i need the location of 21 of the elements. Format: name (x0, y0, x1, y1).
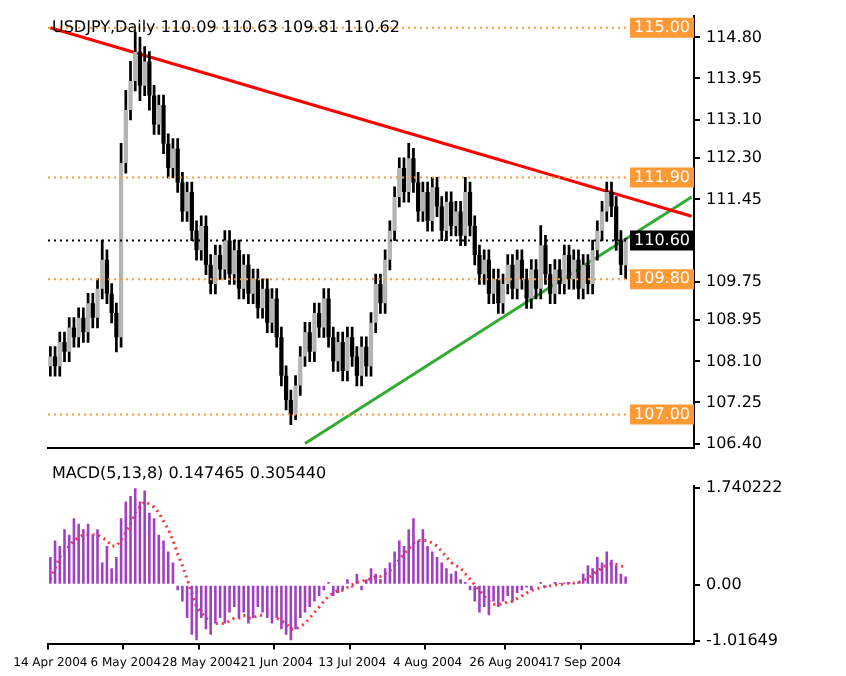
y-tick-label: -1.01649 (706, 631, 778, 650)
y-tick-label: 112.30 (706, 148, 762, 167)
y-tick-label: 106.40 (706, 433, 762, 452)
y-tick-label: 107.25 (706, 392, 762, 411)
y-tick-label: 1.740222 (706, 478, 783, 497)
ref-line-label: 115.00 (634, 17, 691, 36)
ref-line-label: 111.90 (634, 167, 691, 186)
y-tick-label: 114.80 (706, 27, 762, 46)
line-series (48, 500, 628, 631)
y-tick-label: 108.95 (706, 310, 762, 329)
y-tick-label: 108.10 (706, 351, 762, 370)
y-tick-label: 113.10 (706, 109, 762, 128)
y-tick-label: 111.45 (706, 189, 762, 208)
ref-line-label: 110.60 (634, 230, 691, 249)
ref-line-label: 109.80 (634, 269, 691, 288)
ref-line-label: 107.00 (634, 404, 691, 423)
y-tick-label: 0.00 (706, 574, 742, 593)
y-tick-label: 109.75 (706, 271, 762, 290)
chart-title: MACD(5,13,8) 0.147465 0.305440 (52, 464, 327, 483)
y-tick-label: 113.95 (706, 68, 762, 87)
chart-title: USDJPY,Daily 110.09 110.63 109.81 110.62 (52, 17, 400, 36)
